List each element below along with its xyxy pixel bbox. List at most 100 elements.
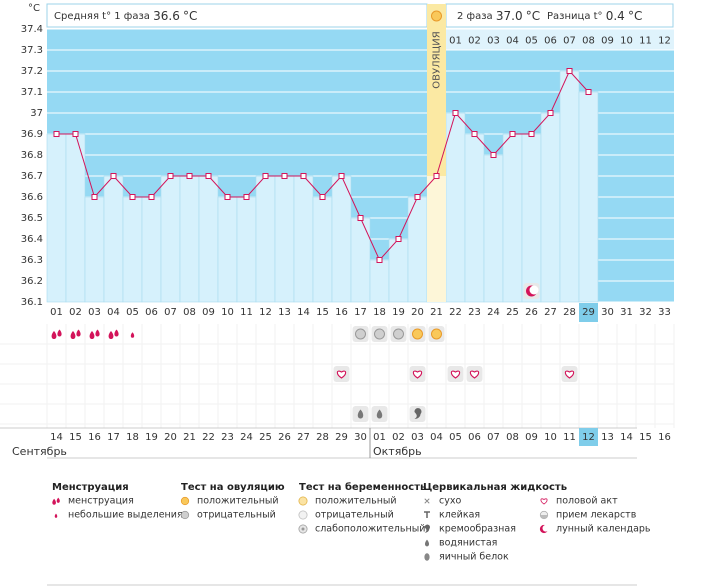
date-label: 03 xyxy=(411,432,424,443)
legend-label: отрицательный xyxy=(197,510,276,521)
point xyxy=(110,173,117,179)
date-label: 15 xyxy=(639,432,652,443)
x-tick-label: 20 xyxy=(411,307,424,318)
phase2-day: 10 xyxy=(620,36,633,47)
date-label: 08 xyxy=(506,432,519,443)
comma xyxy=(414,408,422,419)
phase1-header: Средняя t° 1 фаза 36.6 °C xyxy=(54,9,197,23)
current-day-box xyxy=(579,303,598,322)
pill-half xyxy=(540,515,548,519)
drop xyxy=(114,329,119,337)
bar xyxy=(141,196,162,303)
phase2-label: 2 фаза xyxy=(457,11,493,22)
drop xyxy=(70,331,76,339)
phase2-day: 07 xyxy=(563,36,576,47)
date-label: 28 xyxy=(316,432,329,443)
point xyxy=(395,236,402,242)
x-tick-label: 13 xyxy=(278,307,291,318)
ovulation-label: ОВУЛЯЦИЯ xyxy=(432,31,443,89)
y-tick-label: 36.3 xyxy=(21,255,43,266)
difference-unit: °C xyxy=(628,9,642,23)
date-label: 26 xyxy=(278,432,291,443)
x-tick-label: 14 xyxy=(297,307,310,318)
icon xyxy=(352,406,369,422)
legend-label: отрицательный xyxy=(315,510,394,521)
legend-label: прием лекарств xyxy=(556,510,637,521)
date-label: 04 xyxy=(430,432,443,443)
y-axis-label: °C xyxy=(28,3,40,14)
legend-title: Тест на овуляцию xyxy=(181,482,285,493)
y-tick-label: 37.1 xyxy=(21,87,43,98)
icon xyxy=(130,332,135,338)
legend-icon xyxy=(424,553,430,561)
difference-value: 0.4 xyxy=(606,9,625,23)
date-label: 14 xyxy=(50,432,63,443)
x-tick-label: 09 xyxy=(202,307,215,318)
bar xyxy=(483,154,504,303)
icon xyxy=(333,366,350,382)
icon xyxy=(371,406,388,422)
sun xyxy=(412,328,423,340)
y-tick-label: 37.3 xyxy=(21,45,43,56)
x-tick-label: 10 xyxy=(221,307,234,318)
drop xyxy=(54,513,58,518)
legend-icon xyxy=(298,524,308,534)
legend-label: менструация xyxy=(68,496,134,507)
icon xyxy=(523,283,540,299)
legend-icon xyxy=(539,524,550,534)
sun xyxy=(431,10,442,22)
legend-label: положительный xyxy=(315,496,397,507)
cross xyxy=(424,498,430,504)
x-tick-label: 24 xyxy=(487,307,500,318)
bar xyxy=(84,196,105,303)
bar xyxy=(103,175,124,303)
point xyxy=(205,173,212,179)
y-tick-label: 36.1 xyxy=(21,297,43,308)
x-tick-label: 08 xyxy=(183,307,196,318)
heart xyxy=(564,370,575,379)
phase2-day: 04 xyxy=(506,36,519,47)
y-tick-label: 36.2 xyxy=(21,276,43,287)
date-label: 14 xyxy=(620,432,633,443)
drop xyxy=(376,409,383,419)
x-tick-label: 29 xyxy=(582,307,595,318)
point xyxy=(281,173,288,179)
point xyxy=(433,173,440,179)
phase2-day: 06 xyxy=(544,36,557,47)
sun xyxy=(355,328,366,340)
point xyxy=(186,173,193,179)
x-tick-label: 11 xyxy=(240,307,253,318)
date-label: 10 xyxy=(544,432,557,443)
y-tick-label: 37.4 xyxy=(21,24,43,35)
bar xyxy=(274,175,295,303)
bar xyxy=(521,133,542,303)
y-tick-label: 37 xyxy=(30,108,43,119)
icon xyxy=(409,326,426,342)
legend-label: лунный календарь xyxy=(556,524,651,535)
legend-icon xyxy=(54,513,58,518)
heart xyxy=(469,370,480,379)
bar xyxy=(198,175,219,303)
x-tick-label: 19 xyxy=(392,307,405,318)
x-tick-label: 04 xyxy=(107,307,120,318)
drop xyxy=(89,331,95,339)
sun xyxy=(180,496,190,506)
date-label: 16 xyxy=(658,432,671,443)
date-label: 21 xyxy=(183,432,196,443)
point xyxy=(300,173,307,179)
point xyxy=(528,131,535,137)
legend-label: положительный xyxy=(197,496,279,507)
y-tick-label: 36.6 xyxy=(21,192,43,203)
phase2-unit: °C xyxy=(526,9,540,23)
point xyxy=(243,194,250,200)
drop xyxy=(57,329,62,337)
x-tick-label: 05 xyxy=(126,307,139,318)
legend-icon xyxy=(180,510,190,520)
date-label: 30 xyxy=(354,432,367,443)
bar xyxy=(502,133,523,303)
date-label: 11 xyxy=(563,432,576,443)
comma xyxy=(424,524,430,533)
icon xyxy=(89,329,100,339)
icon xyxy=(70,329,81,339)
date-label: 07 xyxy=(487,432,500,443)
